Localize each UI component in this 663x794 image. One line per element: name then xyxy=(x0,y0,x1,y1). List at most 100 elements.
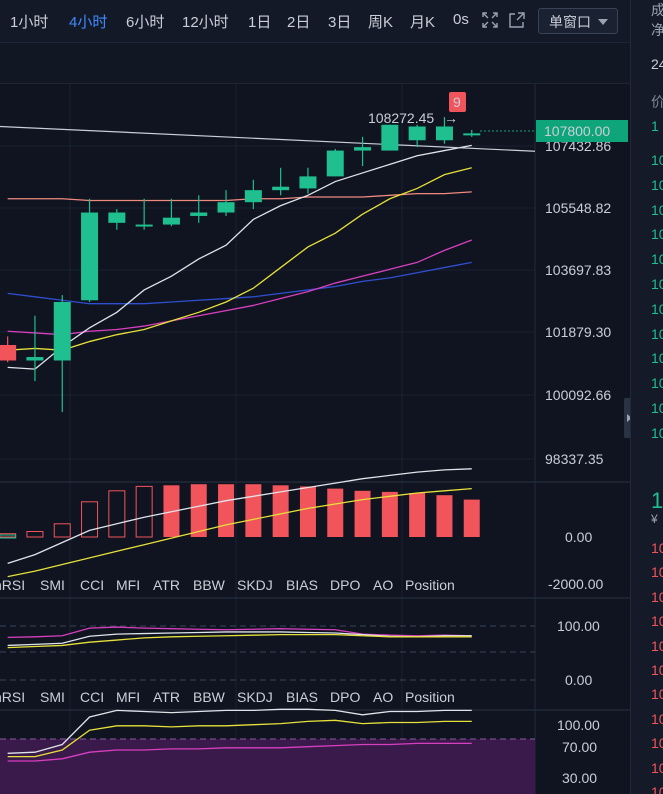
macd-histogram-bar xyxy=(299,486,316,537)
candle-body xyxy=(435,126,453,141)
macd-histogram-bar xyxy=(245,484,262,537)
indicator-tab-position: Position xyxy=(405,689,455,705)
macd-histogram-bar xyxy=(354,490,371,537)
rsi-magenta-line xyxy=(7,626,472,638)
indicator-tab-bias: BIAS xyxy=(286,577,318,593)
current-price-tag xyxy=(536,120,628,142)
rp-big-price: 1 xyxy=(651,488,663,513)
chart-subtoolbar xyxy=(0,43,630,84)
macd-white-line xyxy=(7,468,472,565)
indicator-tab-cci: CCI xyxy=(80,577,104,593)
candle-body xyxy=(53,301,71,361)
indicator-tab-smi: SMI xyxy=(40,577,65,593)
rsi-yellow-line xyxy=(7,633,472,649)
candle-body xyxy=(354,147,372,151)
indicator-tab-bbw: BBW xyxy=(193,689,226,705)
candle-body xyxy=(408,126,426,141)
price-axis-label: 105548.82 xyxy=(545,200,611,216)
window-mode-label: 单窗口 xyxy=(549,14,591,30)
popout-icon[interactable] xyxy=(509,12,525,28)
current-price-label: 107800.00 xyxy=(544,123,610,139)
trend-line xyxy=(0,125,536,152)
expand-icon[interactable] xyxy=(482,12,498,28)
rsi-axis-label: 100.00 xyxy=(557,618,600,634)
macd-histogram-bar xyxy=(190,484,207,537)
rp-bid-row-8: 10 xyxy=(651,735,663,752)
window-mode-select[interactable]: 单窗口 xyxy=(538,8,618,34)
rp-ask-row-2: 10 xyxy=(651,201,663,218)
tf-2d[interactable]: 2日 xyxy=(287,14,311,31)
tf-week[interactable]: 周K xyxy=(368,14,394,31)
indicator-tab-dpo: DPO xyxy=(330,689,360,705)
td-count-label: 9 xyxy=(453,94,461,110)
indicator-tab-hrsi: hRSI xyxy=(0,689,25,705)
macd-axis-label: -2000.00 xyxy=(548,576,603,592)
tf-12h[interactable]: 12小时 xyxy=(182,14,229,31)
ma-blue-line xyxy=(7,261,472,305)
rp-row1: 24 xyxy=(651,56,663,72)
indicator-tab-cci: CCI xyxy=(80,689,104,705)
candle-body xyxy=(217,202,235,213)
high-arrow-icon: → xyxy=(444,110,458,126)
rp-ask-row-1: 10 xyxy=(651,176,663,193)
candle-body xyxy=(162,217,180,225)
candle-body xyxy=(244,190,262,203)
price-axis-label: 98337.35 xyxy=(545,451,604,467)
rp-bid-row-10: 10 xyxy=(651,784,663,794)
indicator-tab-dpo: DPO xyxy=(330,577,360,593)
rp-ask-row-7: 10 xyxy=(651,325,663,342)
tf-seconds[interactable]: 0s xyxy=(453,11,469,28)
macd-histogram-bar xyxy=(108,490,126,538)
candle-body xyxy=(463,133,481,136)
kdj-white-line xyxy=(7,708,472,754)
tf-4h[interactable]: 4小时 xyxy=(69,14,108,31)
indicator-tab-bbw: BBW xyxy=(193,577,226,593)
macd-yellow-line xyxy=(7,487,472,578)
macd-histogram-bar xyxy=(436,495,453,537)
indicator-tab-skdj: SKDJ xyxy=(237,577,273,593)
macd-histogram-bar xyxy=(409,493,426,537)
ma-yellow-line xyxy=(7,167,472,351)
macd-histogram-bar xyxy=(218,484,235,537)
ma-white-line xyxy=(7,144,472,370)
candle-body xyxy=(0,345,17,361)
rp-ask-row-0: 10 xyxy=(651,152,663,168)
candle-body xyxy=(190,212,208,216)
rp-ask-row-9: 10 xyxy=(651,375,663,392)
panel-collapse-handle[interactable] xyxy=(624,398,634,438)
indicator-tab-skdj: SKDJ xyxy=(237,689,273,705)
rsi-axis-label: 0.00 xyxy=(565,672,592,688)
right-orderbook-panel: 成 净 24 价 1 1 ¥ 10 10 10 10 10 10 10 10 10 10 10 10 1… xyxy=(630,0,663,794)
candle-body xyxy=(299,176,317,189)
candle-body xyxy=(108,212,126,223)
macd-histogram-bar xyxy=(26,531,44,538)
td-count-badge xyxy=(449,92,466,112)
chart-area[interactable]: 108272.45 →9 107432.86105548.82103697.831… xyxy=(0,84,630,794)
kdj-axis-label: 100.00 xyxy=(557,717,600,733)
candle-body xyxy=(381,124,399,151)
rp-bid-row-7: 10 xyxy=(651,710,663,727)
price-axis-label: 103697.83 xyxy=(545,262,611,278)
rp-ask-row-4: 10 xyxy=(651,251,663,268)
tf-6h[interactable]: 6小时 xyxy=(126,14,165,31)
price-axis-label: 101879.30 xyxy=(545,324,611,340)
tf-month[interactable]: 月K xyxy=(410,14,436,31)
indicator-tab-atr: ATR xyxy=(153,689,180,705)
candle-body xyxy=(26,357,44,361)
rp-bid-row-3: 10 xyxy=(651,613,663,630)
tf-3d[interactable]: 3日 xyxy=(328,14,352,31)
rp-top-0: 成 xyxy=(651,0,663,20)
tf-1d[interactable]: 1日 xyxy=(248,14,272,31)
rp-bid-row-5: 10 xyxy=(651,662,663,678)
kdj-axis-label: 70.00 xyxy=(562,739,597,755)
indicator-tab-mfi: MFI xyxy=(116,689,140,705)
tf-1h[interactable]: 1小时 xyxy=(10,14,49,31)
candle-body xyxy=(326,150,344,177)
rp-bid-row-2: 10 xyxy=(651,588,663,605)
rp-ask-row-11: 10 xyxy=(651,424,663,441)
macd-histogram-bar xyxy=(463,499,480,537)
macd-axis-label: 0.00 xyxy=(565,529,592,545)
kdj-magenta-line xyxy=(7,742,472,762)
macd-histogram-bar xyxy=(381,491,398,537)
indicator-tab-hrsi: hRSI xyxy=(0,577,25,593)
